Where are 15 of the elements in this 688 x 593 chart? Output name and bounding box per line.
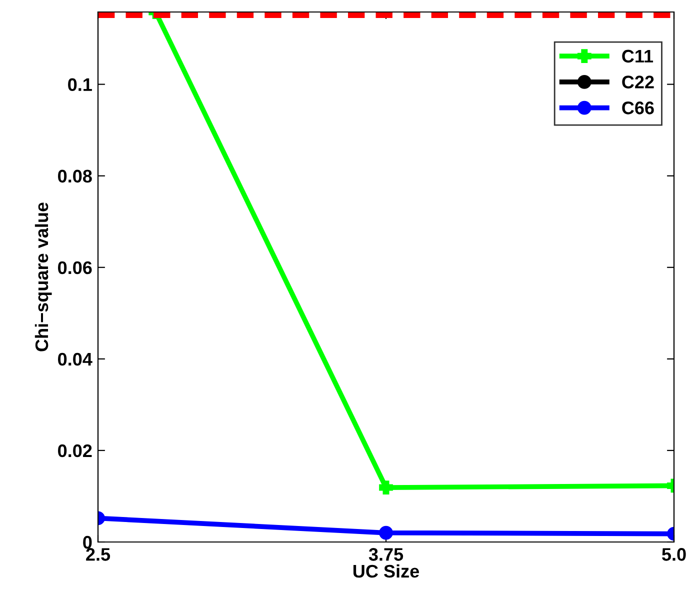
y-tick-label: 0.08 bbox=[58, 170, 92, 183]
y-axis-title: Chi−square value bbox=[34, 202, 52, 352]
y-tick-label: 0.04 bbox=[58, 352, 92, 366]
x-axis-title: UC Size bbox=[353, 564, 419, 578]
y-tick-label: 0.02 bbox=[58, 444, 92, 458]
y-tick-label: 0 bbox=[83, 536, 92, 549]
x-tick-label: 3.75 bbox=[368, 548, 404, 561]
y-tick-label: 0.1 bbox=[68, 78, 92, 92]
legend-label: C22 bbox=[622, 76, 654, 88]
point bbox=[379, 480, 393, 494]
x-tick-label: 2.5 bbox=[86, 548, 110, 561]
x-tick-label: 5.0 bbox=[662, 548, 686, 561]
legend-label: C11 bbox=[622, 50, 654, 63]
y-tick-label: 0.06 bbox=[58, 261, 92, 274]
legend-label: C66 bbox=[622, 102, 654, 114]
